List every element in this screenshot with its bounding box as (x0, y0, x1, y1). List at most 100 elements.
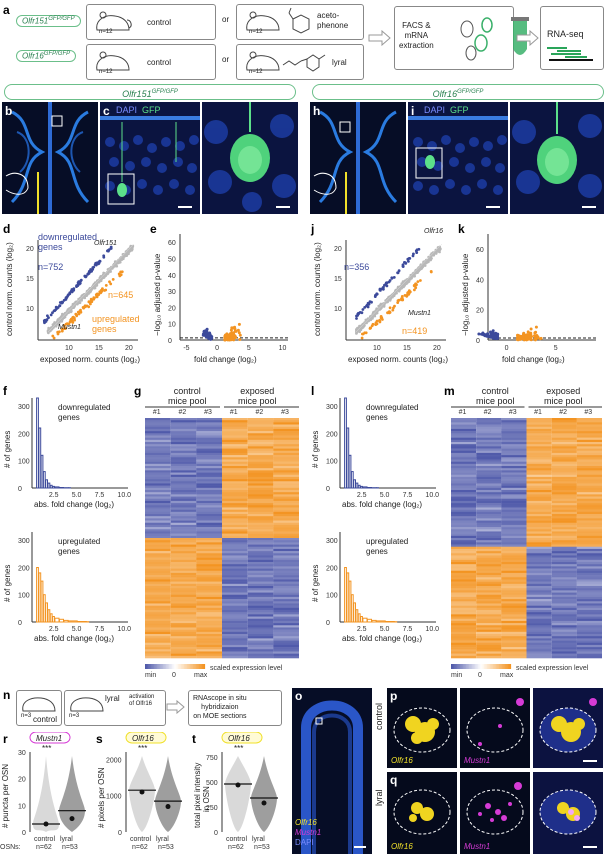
heatmap-cell (476, 614, 502, 617)
heatmap-cell (222, 540, 248, 543)
heatmap-cell (273, 516, 299, 519)
heatmap-cell (576, 588, 602, 591)
heatmap-cell (476, 581, 502, 585)
heatmap-cell (551, 483, 577, 486)
heatmap-cell (476, 490, 502, 493)
point-unchanged (107, 268, 110, 271)
gene-pill (125, 732, 167, 744)
heatmap-cell (222, 472, 248, 476)
heatmap-cell (526, 503, 552, 506)
tick-label: 100 (326, 459, 338, 466)
heatmap-cell (576, 418, 602, 421)
heatmap-cell (576, 636, 602, 639)
heatmap-cell (247, 448, 274, 452)
heatmap-cell (451, 599, 477, 602)
heatmap-cell (196, 490, 222, 493)
histogram-bar (47, 482, 51, 489)
point-downregulated (76, 281, 80, 285)
heatmap-cell (247, 586, 274, 589)
heatmap-cell (476, 463, 502, 467)
heatmap-cell (247, 636, 274, 639)
gene-pill (221, 732, 263, 744)
heatmap-cell (526, 540, 552, 543)
heatmap-cell (526, 623, 552, 626)
heatmap-cell (501, 642, 527, 646)
point-unchanged (365, 318, 369, 321)
heatmap-cell (576, 586, 602, 589)
tick-label: 7.5 (403, 626, 413, 633)
heatmap-cell (145, 629, 171, 633)
olfr16-label: Olfr16 (391, 842, 413, 851)
read-bar (551, 53, 581, 55)
heatmap-cell (501, 424, 527, 428)
tick-label: 5 (554, 345, 558, 352)
histogram-bar (77, 621, 87, 623)
gene-label: Olfr16 (132, 734, 154, 743)
heatmap-cell (222, 500, 248, 504)
heatmap-cell (170, 485, 197, 489)
colorbar-step (181, 664, 183, 669)
heatmap-cell (501, 487, 527, 491)
heatmap-cell (196, 581, 222, 585)
heatmap-cell (526, 444, 552, 447)
point-upregulated (56, 332, 60, 336)
heatmap-cell (476, 631, 502, 635)
osns-label: OSNs: (0, 844, 21, 851)
heatmap-cell (273, 435, 299, 438)
colorbar-step (490, 664, 492, 669)
column-label: #3 (281, 409, 289, 416)
n-label: n=12 (249, 69, 263, 75)
point-upregulated (224, 336, 228, 340)
point-downregulated (392, 276, 396, 279)
heatmap-cell (196, 531, 222, 534)
heatmap-cell (247, 601, 274, 604)
heatmap-cell (222, 461, 248, 465)
tick-label: 20 (26, 246, 34, 253)
heatmap-cell (170, 522, 197, 526)
histogram-bar (357, 613, 361, 623)
colorbar-step (499, 664, 501, 669)
heatmap-cell (273, 575, 299, 578)
point-upregulated (92, 297, 96, 301)
heatmap-cell (551, 586, 577, 589)
panel-label-l: l (311, 384, 315, 398)
y-axis-label: # puncta per OSN (1, 764, 10, 828)
heatmap-cell (501, 446, 527, 449)
tick-label: 15 (26, 276, 34, 283)
tick-label: 5.0 (72, 626, 82, 633)
heatmap-cell (476, 535, 502, 539)
colorbar-step (160, 664, 162, 669)
histogram-bar (63, 619, 69, 623)
point-upregulated (516, 333, 519, 337)
point-unchanged (121, 255, 124, 259)
colorbar-step (452, 664, 455, 669)
heatmap-cell (501, 514, 527, 517)
heatmap-cell (451, 470, 477, 473)
heatmap-cell (576, 448, 602, 452)
point-downregulated (61, 301, 64, 304)
heatmap-cell (501, 544, 527, 548)
point-unchanged (67, 311, 70, 314)
heatmap-cell (576, 631, 602, 635)
point-downregulated (89, 268, 92, 271)
point-unchanged (395, 292, 398, 295)
heatmap-cell (170, 570, 197, 574)
heatmap-cell (551, 588, 577, 591)
heatmap-cell (476, 426, 502, 430)
heatmap-cell (551, 616, 577, 620)
point-downregulated (486, 335, 490, 338)
colorbar-step (157, 664, 159, 669)
heatmap-cell (551, 511, 577, 515)
heatmap-cell (476, 559, 502, 563)
colorbar-step (175, 664, 177, 669)
heatmap-cell (476, 562, 502, 565)
heatmap-cell (451, 655, 477, 659)
heatmap-cell (576, 568, 602, 572)
heatmap-cell (526, 651, 552, 654)
heatmap-cell (576, 468, 602, 471)
heatmap-cell (576, 463, 602, 467)
heatmap-cell (222, 579, 248, 582)
heatmap-cell (451, 601, 477, 604)
cell-sorting-icon (460, 17, 529, 61)
